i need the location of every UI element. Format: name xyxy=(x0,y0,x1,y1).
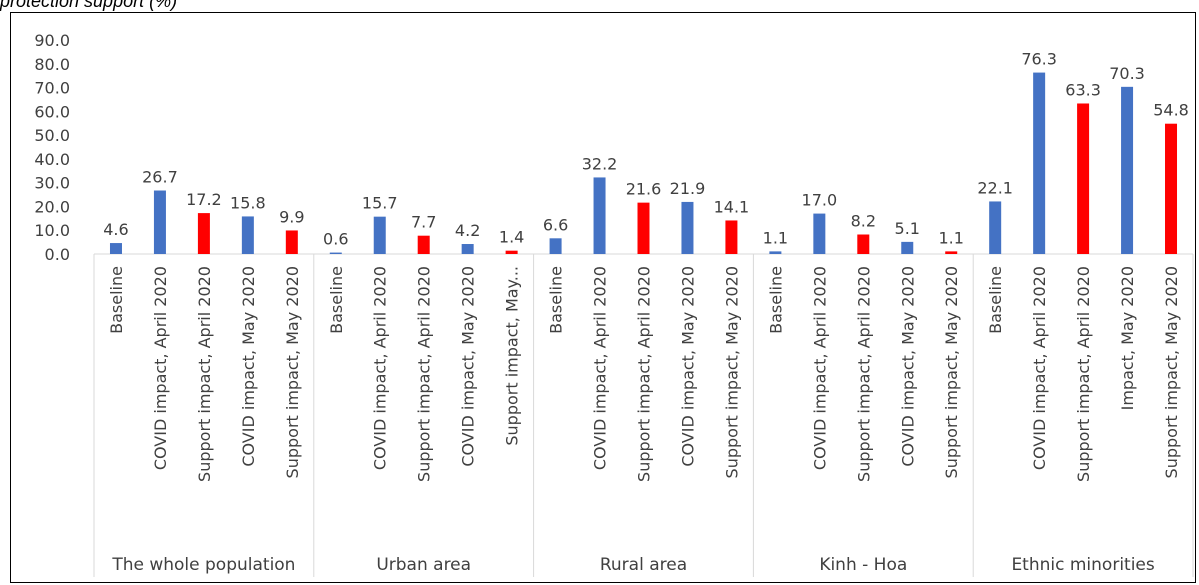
category-label: COVID impact, April 2020 xyxy=(151,266,170,470)
bar xyxy=(901,241,914,254)
bar xyxy=(813,213,826,254)
data-label: 1.1 xyxy=(938,228,963,247)
data-label: 8.2 xyxy=(851,212,876,231)
data-label: 22.1 xyxy=(977,178,1013,197)
data-label: 9.9 xyxy=(279,207,304,226)
data-label: 1.4 xyxy=(499,228,524,247)
bar xyxy=(1033,72,1046,254)
data-label: 14.1 xyxy=(714,197,750,216)
y-tick-label: 90.0 xyxy=(34,31,70,50)
bar xyxy=(725,220,738,254)
data-label: 4.6 xyxy=(103,220,128,239)
bar xyxy=(417,235,430,254)
category-label: Baseline xyxy=(107,266,126,334)
category-label: COVID impact, May 2020 xyxy=(459,266,478,467)
data-label: 7.7 xyxy=(411,213,436,232)
category-label: Baseline xyxy=(766,266,785,334)
data-label: 15.8 xyxy=(230,193,266,212)
category-label: Baseline xyxy=(986,266,1005,334)
bar xyxy=(241,216,254,254)
bar xyxy=(109,243,122,254)
data-label: 70.3 xyxy=(1109,64,1145,83)
category-label: Baseline xyxy=(547,266,566,334)
bar xyxy=(681,201,694,254)
bar xyxy=(593,177,606,254)
category-label: Support impact, April 2020 xyxy=(635,266,654,482)
category-label: Support impact, April 2020 xyxy=(415,266,434,482)
group-label: Ethnic minorities xyxy=(1011,555,1154,575)
group-label: Urban area xyxy=(376,555,471,575)
bar xyxy=(285,230,298,254)
data-label: 26.7 xyxy=(142,168,178,187)
category-label: COVID impact, May 2020 xyxy=(678,266,697,467)
bar xyxy=(197,213,210,254)
data-label: 1.1 xyxy=(763,228,788,247)
bar xyxy=(329,252,342,254)
bar xyxy=(1165,123,1178,254)
group-label: The whole population xyxy=(111,555,295,575)
data-label: 54.8 xyxy=(1153,101,1189,120)
category-label: Support impact, May 2020 xyxy=(722,266,741,478)
chart-frame xyxy=(10,12,1196,583)
bar xyxy=(945,251,958,254)
category-label: Support impact, April 2020 xyxy=(1074,266,1093,482)
category-label: COVID impact, April 2020 xyxy=(591,266,610,470)
chart-caption: protection support (%) xyxy=(0,0,178,11)
bar xyxy=(989,201,1002,254)
bar xyxy=(769,251,782,254)
category-label: Baseline xyxy=(327,266,346,334)
category-label: COVID impact, April 2020 xyxy=(1030,266,1049,470)
category-label: COVID impact, April 2020 xyxy=(810,266,829,470)
bar xyxy=(857,234,870,254)
data-label: 4.2 xyxy=(455,221,480,240)
y-tick-label: 20.0 xyxy=(34,197,70,216)
data-label: 76.3 xyxy=(1021,50,1057,69)
category-label: COVID impact, May 2020 xyxy=(898,266,917,467)
data-label: 21.6 xyxy=(626,180,662,199)
bar xyxy=(637,202,650,254)
y-tick-label: 70.0 xyxy=(34,79,70,98)
data-label: 21.9 xyxy=(670,179,706,198)
y-tick-label: 60.0 xyxy=(34,102,70,121)
bar xyxy=(153,190,166,254)
data-label: 63.3 xyxy=(1065,80,1101,99)
group-label: Kinh - Hoa xyxy=(819,555,907,575)
data-label: 6.6 xyxy=(543,215,568,234)
bar xyxy=(461,244,474,254)
group-label: Rural area xyxy=(600,555,687,575)
category-label: Support impact, May... xyxy=(503,266,522,446)
data-label: 17.0 xyxy=(802,191,838,210)
y-tick-label: 0.0 xyxy=(45,245,70,264)
category-label: Support impact, April 2020 xyxy=(854,266,873,482)
category-label: Support impact, May 2020 xyxy=(942,266,961,478)
data-label: 32.2 xyxy=(582,154,618,173)
data-label: 17.2 xyxy=(186,190,222,209)
category-label: COVID impact, April 2020 xyxy=(371,266,390,470)
y-tick-label: 50.0 xyxy=(34,126,70,145)
category-label: Impact, May 2020 xyxy=(1118,266,1137,410)
y-tick-label: 10.0 xyxy=(34,221,70,240)
data-label: 5.1 xyxy=(895,219,920,238)
category-label: Support impact, May 2020 xyxy=(283,266,302,478)
bar xyxy=(1077,103,1090,254)
category-label: Support impact, May 2020 xyxy=(1162,266,1181,478)
y-tick-label: 30.0 xyxy=(34,174,70,193)
bar xyxy=(373,216,386,254)
bar xyxy=(505,250,518,254)
category-label: Support impact, April 2020 xyxy=(195,266,214,482)
y-tick-label: 40.0 xyxy=(34,150,70,169)
data-label: 0.6 xyxy=(323,230,348,249)
bar xyxy=(1121,86,1134,254)
y-tick-label: 80.0 xyxy=(34,55,70,74)
data-label: 15.7 xyxy=(362,194,398,213)
category-label: COVID impact, May 2020 xyxy=(239,266,258,467)
bar xyxy=(549,238,562,254)
